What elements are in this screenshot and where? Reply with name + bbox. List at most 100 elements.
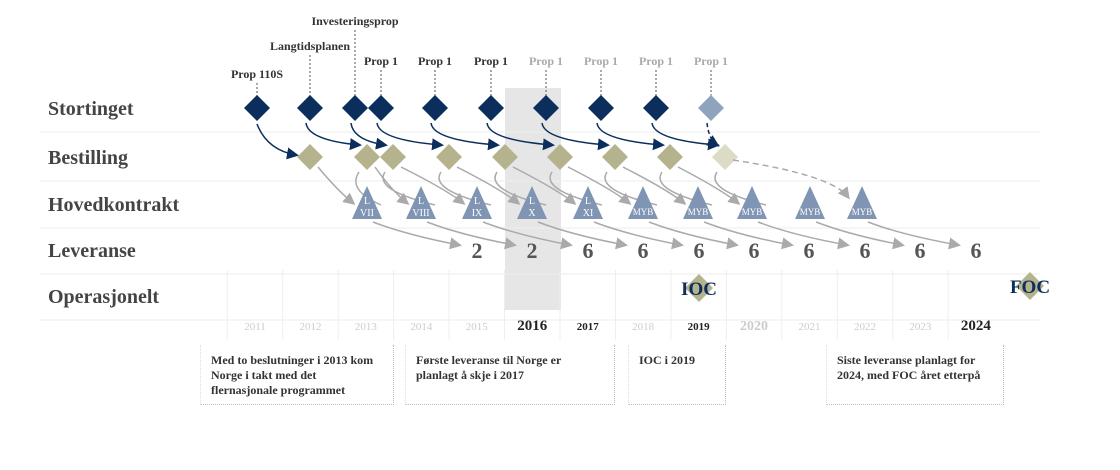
year-label: 2023 bbox=[909, 321, 932, 333]
arrow bbox=[400, 166, 466, 205]
contract-label: XI bbox=[583, 208, 594, 219]
arrow bbox=[706, 122, 720, 147]
row-label: Hovedkontrakt bbox=[48, 194, 179, 216]
delivery-number: 6 bbox=[971, 238, 982, 263]
stortinget-label: Prop 110S bbox=[231, 67, 283, 81]
milestone-label: FOC bbox=[1010, 277, 1050, 298]
arrow bbox=[651, 122, 720, 151]
delivery-number: 6 bbox=[583, 238, 594, 263]
arrow bbox=[703, 221, 794, 250]
stortinget-label: Prop 1 bbox=[474, 54, 508, 68]
stortinget-diamond bbox=[643, 95, 669, 121]
stortinget-label: Investeringsprop bbox=[311, 14, 398, 28]
contract-label: MYB bbox=[742, 207, 763, 217]
arrow bbox=[541, 122, 610, 151]
contract-label: MYB bbox=[852, 207, 873, 217]
contract-label: IX bbox=[472, 208, 483, 219]
contract-triangle bbox=[683, 186, 713, 219]
delivery-number: 6 bbox=[860, 238, 871, 263]
contract-triangle bbox=[737, 186, 767, 219]
year-label: 2017 bbox=[577, 321, 600, 333]
arrow bbox=[430, 122, 500, 151]
bestilling-diamond bbox=[547, 144, 573, 170]
arrow bbox=[867, 221, 961, 250]
contract-triangle bbox=[847, 186, 877, 219]
year-label: 2012 bbox=[299, 321, 321, 333]
stortinget-label: Prop 1 bbox=[364, 54, 398, 68]
arrow bbox=[593, 221, 684, 250]
arrow bbox=[426, 221, 517, 250]
year-label: 2016 bbox=[517, 318, 548, 334]
contract-label: X bbox=[528, 208, 536, 219]
delivery-number: 6 bbox=[638, 238, 649, 263]
row-label: Bestilling bbox=[48, 147, 128, 169]
note: Siste leveranse planlagt for 2024, med F… bbox=[826, 345, 1004, 405]
row-label: Operasjonelt bbox=[48, 286, 159, 308]
delivery-number: 6 bbox=[694, 238, 705, 263]
stortinget-diamond bbox=[588, 95, 614, 121]
year-label: 2011 bbox=[244, 321, 266, 333]
contract-triangle bbox=[517, 186, 547, 219]
delivery-number: 2 bbox=[472, 238, 483, 263]
stortinget-label: Prop 1 bbox=[639, 54, 673, 68]
contract-label: MYB bbox=[688, 207, 709, 217]
delivery-number: 6 bbox=[915, 238, 926, 263]
row-label: Stortinget bbox=[48, 98, 134, 120]
stortinget-diamond bbox=[422, 95, 448, 121]
bestilling-diamond bbox=[436, 144, 462, 170]
contract-label: MYB bbox=[633, 207, 654, 217]
arrow bbox=[256, 123, 299, 160]
arrow bbox=[537, 221, 628, 250]
contract-label: MYB bbox=[800, 207, 821, 217]
contract-label: L bbox=[585, 196, 591, 207]
arrow bbox=[622, 166, 687, 205]
arrow bbox=[567, 166, 632, 205]
bestilling-diamond bbox=[380, 144, 406, 170]
arrow bbox=[372, 221, 462, 250]
delivery-number: 6 bbox=[804, 238, 815, 263]
contract-label: L bbox=[529, 196, 535, 207]
bestilling-diamond bbox=[657, 144, 683, 170]
arrow bbox=[317, 166, 356, 205]
arrow bbox=[486, 122, 555, 151]
year-label: 2015 bbox=[466, 321, 489, 333]
bestilling-diamond bbox=[602, 144, 628, 170]
contract-triangle bbox=[628, 186, 658, 219]
stortinget-label: Langtidsplanen bbox=[270, 39, 350, 53]
milestone-diamond bbox=[685, 274, 713, 302]
delivery-number: 2 bbox=[527, 238, 538, 263]
bestilling-diamond bbox=[712, 144, 738, 170]
year-label: 2024 bbox=[961, 318, 992, 334]
contract-triangle bbox=[795, 186, 825, 219]
year-label: 2018 bbox=[632, 321, 655, 333]
contract-triangle bbox=[352, 186, 382, 219]
contract-label: L bbox=[418, 196, 424, 207]
year-label: 2020 bbox=[740, 319, 768, 334]
arrow bbox=[596, 122, 665, 151]
arrow bbox=[757, 221, 850, 250]
stortinget-diamond bbox=[478, 95, 504, 121]
contract-label: VIII bbox=[412, 208, 429, 219]
arrow bbox=[512, 166, 577, 205]
arrow bbox=[482, 221, 573, 250]
contract-label: VII bbox=[360, 208, 374, 219]
year-label: 2014 bbox=[410, 321, 433, 333]
bestilling-diamond bbox=[354, 144, 380, 170]
stortinget-label: Prop 1 bbox=[584, 54, 618, 68]
contract-label: L bbox=[364, 196, 370, 207]
delivery-number: 6 bbox=[749, 238, 760, 263]
contract-triangle bbox=[573, 186, 603, 219]
stortinget-diamond bbox=[342, 95, 368, 121]
stortinget-label: Prop 1 bbox=[529, 54, 563, 68]
stortinget-label: Prop 1 bbox=[418, 54, 452, 68]
note: Med to beslutninger i 2013 kom Norge i t… bbox=[200, 345, 394, 405]
note: Første leveranse til Norge er planlagt å… bbox=[405, 345, 615, 405]
arrow bbox=[456, 166, 521, 205]
milestone-diamond bbox=[1016, 272, 1044, 300]
stortinget-diamond bbox=[368, 95, 394, 121]
stortinget-label: Prop 1 bbox=[694, 54, 728, 68]
arrow bbox=[376, 122, 444, 151]
bestilling-diamond bbox=[492, 144, 518, 170]
